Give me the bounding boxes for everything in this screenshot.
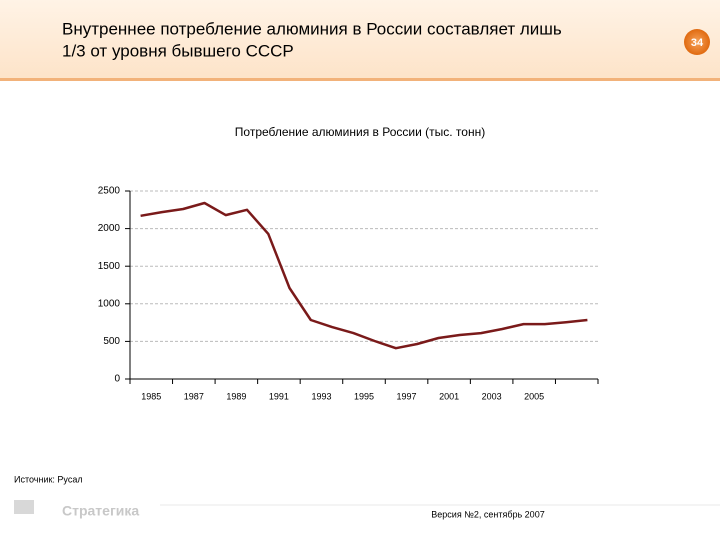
- x-tick-label: 1989: [226, 391, 246, 401]
- page-number: 34: [691, 37, 704, 49]
- x-tick-label: 1985: [141, 391, 161, 401]
- x-tick-label: 2005: [524, 391, 544, 401]
- x-tick-label: 1993: [311, 391, 331, 401]
- page-badge: [684, 29, 710, 55]
- x-tick-label: 1987: [184, 391, 204, 401]
- y-tick-label: 500: [103, 336, 120, 347]
- logo-mark: [14, 500, 34, 514]
- y-tick-label: 2500: [98, 186, 121, 197]
- logo: Стратегика: [62, 503, 139, 519]
- y-tick-label: 2000: [98, 223, 121, 234]
- x-tick-label: 2003: [482, 391, 502, 401]
- y-tick-label: 1000: [98, 298, 121, 309]
- heading-line: 1/3 от уровня бывшего СССР: [62, 41, 294, 60]
- y-tick-label: 0: [114, 374, 120, 385]
- x-tick-label: 2001: [439, 391, 459, 401]
- y-tick-label: 1500: [98, 261, 121, 272]
- version: Версия №2, сентябрь 2007: [431, 509, 544, 519]
- x-tick-label: 1995: [354, 391, 374, 401]
- header-rule: [0, 78, 720, 81]
- source: Источник: Русал: [14, 474, 83, 484]
- x-tick-label: 1991: [269, 391, 289, 401]
- chart-title: Потребление алюминия в России (тыс. тонн…: [235, 125, 485, 139]
- plot: 0 500 1000 1500 2000 2500 1985 1987 1989 1991 1993…: [98, 186, 599, 401]
- data-line: [140, 201, 588, 350]
- heading-line: Внутреннее потребление алюминия в России…: [62, 19, 562, 38]
- x-tick-label: 1997: [397, 391, 417, 401]
- header-band: [0, 0, 720, 80]
